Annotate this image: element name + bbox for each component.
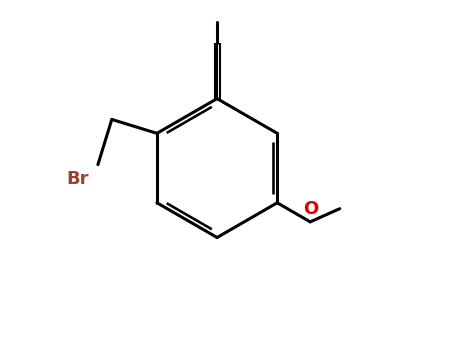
Text: Br: Br <box>67 170 89 188</box>
Text: O: O <box>303 200 318 218</box>
